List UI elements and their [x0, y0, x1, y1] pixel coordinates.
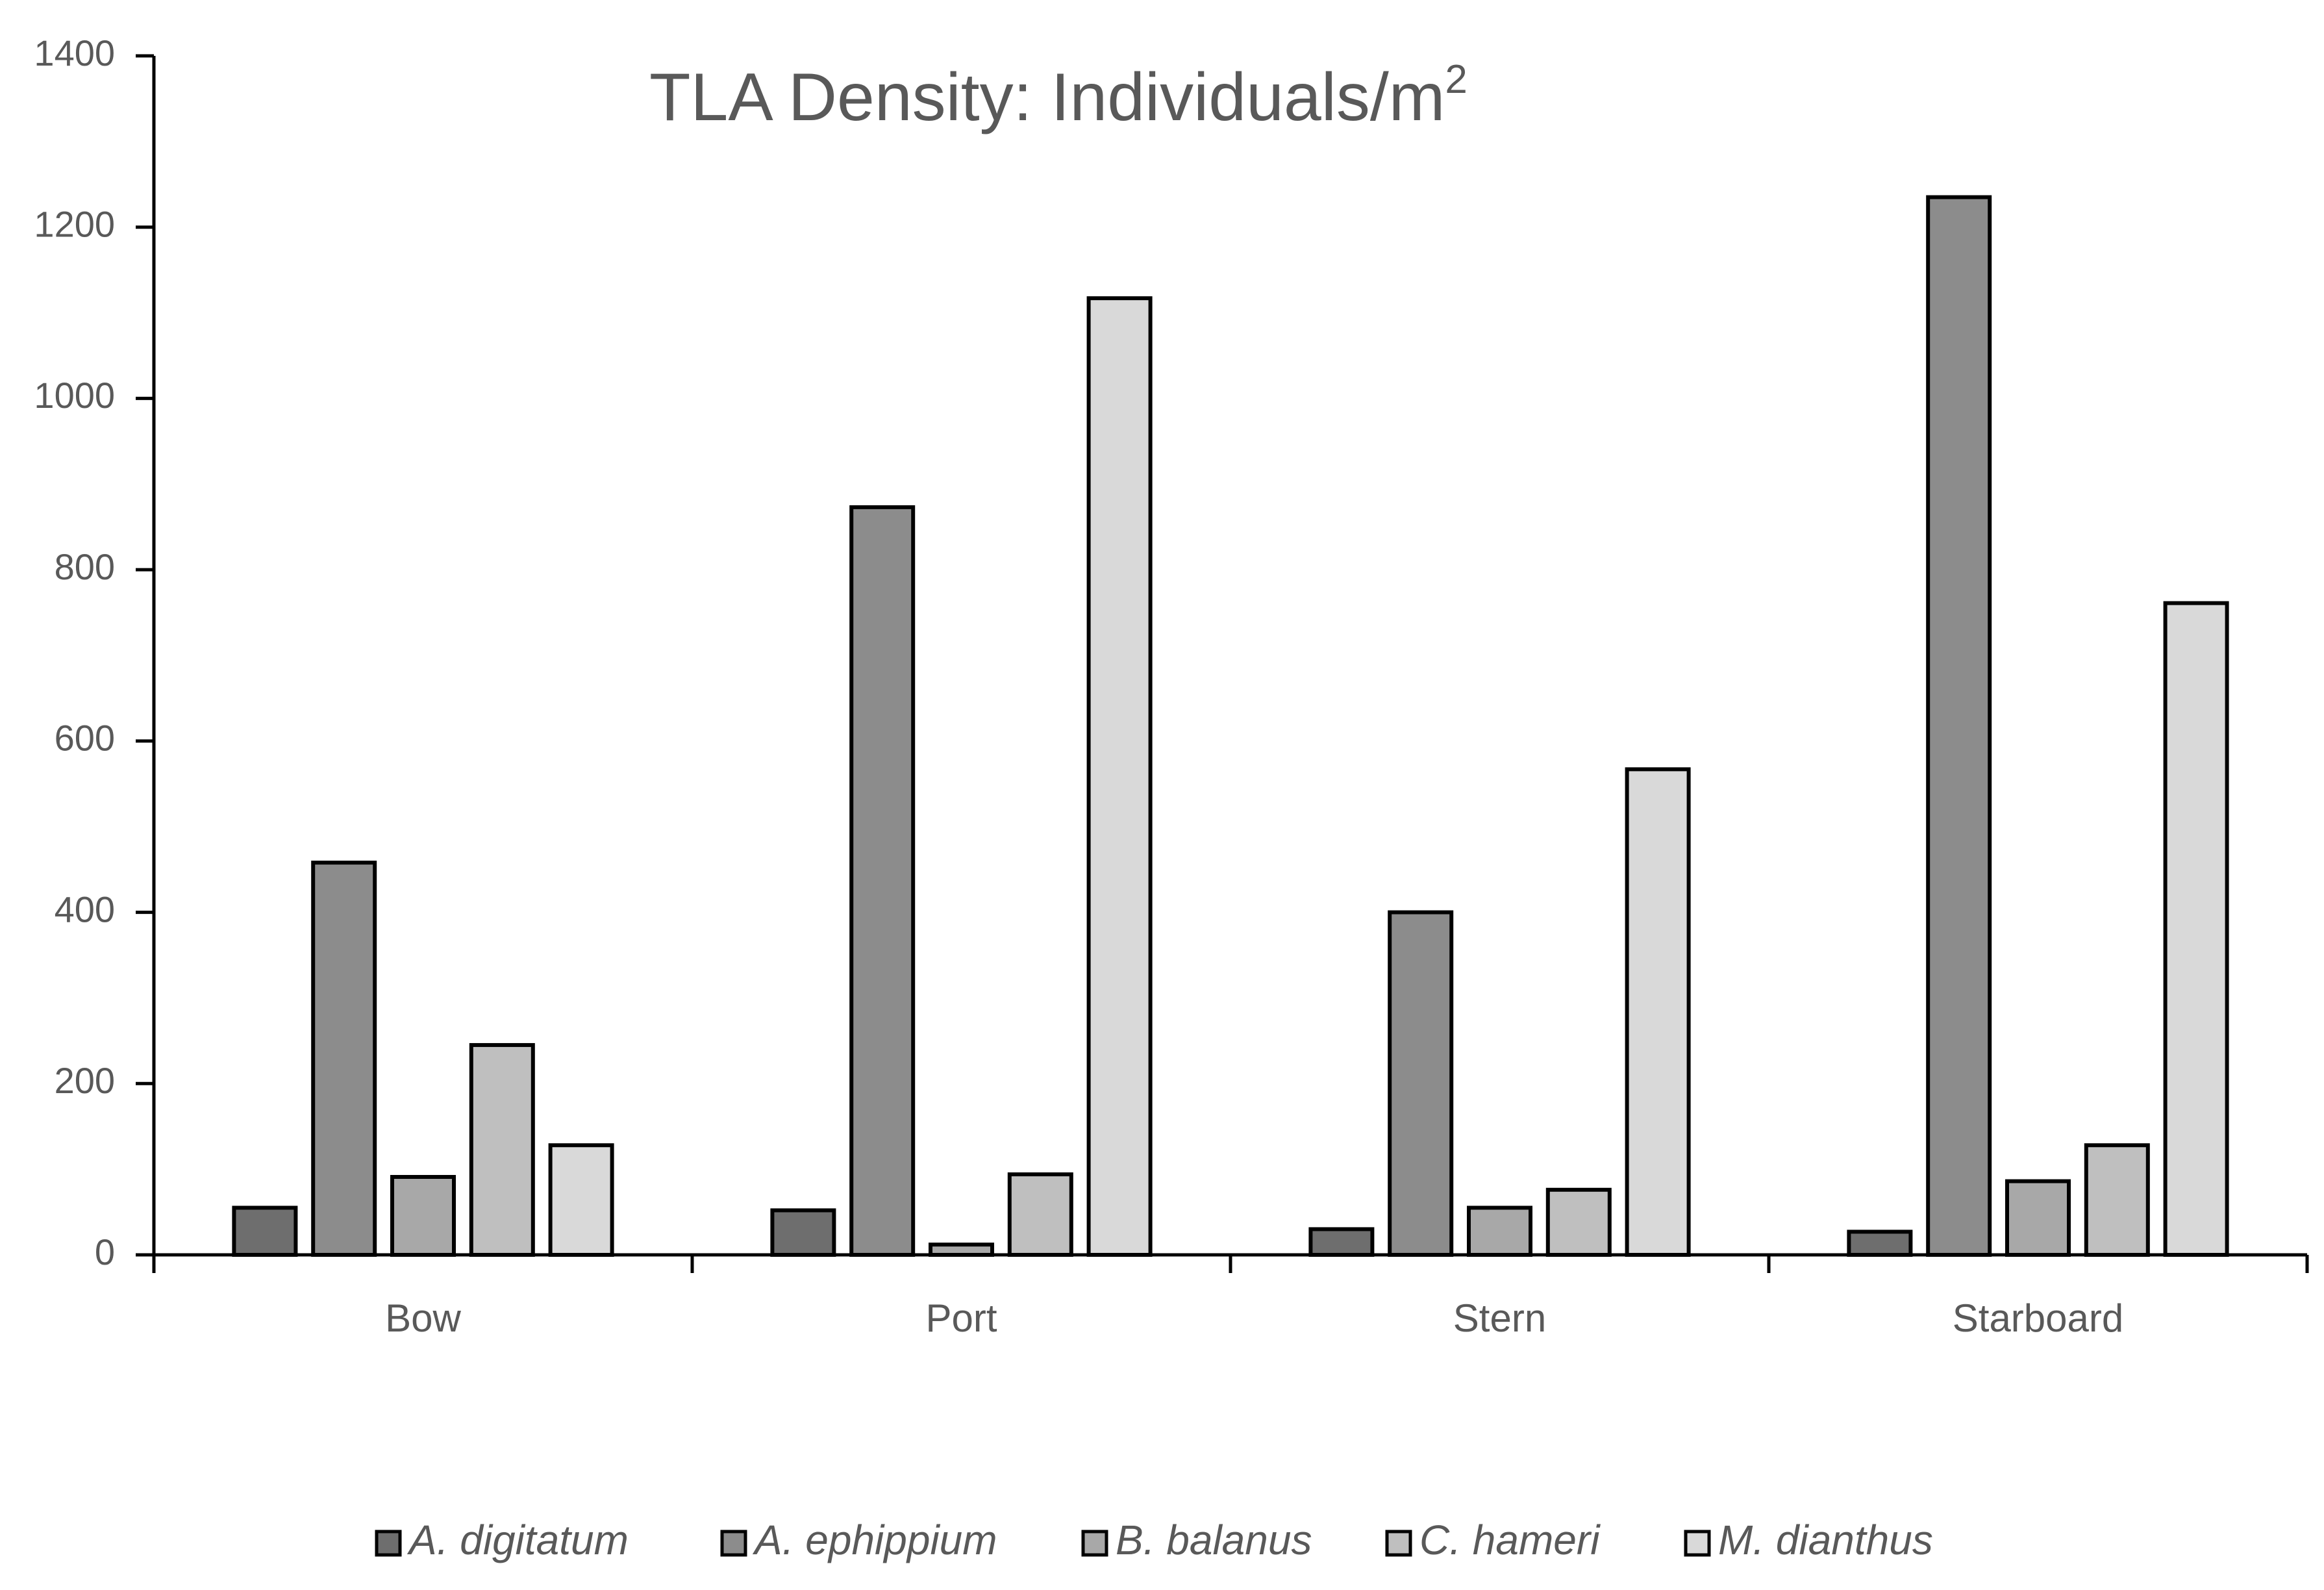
- x-category-label: Starboard: [1953, 1296, 2124, 1340]
- bar: [770, 1208, 836, 1257]
- bar: [1545, 1187, 1612, 1257]
- x-category-label: Stern: [1453, 1296, 1546, 1340]
- bar: [1388, 910, 1454, 1257]
- y-tick-label: 0: [95, 1231, 115, 1272]
- y-tick-label: 400: [55, 889, 115, 929]
- bar: [390, 1175, 456, 1257]
- legend-swatch: [375, 1530, 402, 1557]
- bar: [928, 1243, 995, 1257]
- x-category-label: Port: [925, 1296, 997, 1340]
- bar: [849, 505, 916, 1257]
- bar: [548, 1143, 614, 1257]
- legend-swatch: [1385, 1530, 1412, 1557]
- y-tick-label: 1200: [34, 204, 115, 245]
- y-tick-label: 200: [55, 1060, 115, 1101]
- legend: A. digitatum A. ephippium B. balanus C. ham…: [375, 1517, 1933, 1563]
- bar: [1847, 1230, 1913, 1257]
- chart-title-main: TLA Density: Individuals/m: [649, 60, 1445, 135]
- bar: [1086, 296, 1153, 1257]
- y-tick-label: 800: [55, 546, 115, 587]
- bar: [469, 1042, 535, 1257]
- bar: [1926, 195, 1992, 1257]
- bar: [311, 861, 377, 1257]
- bar: [1007, 1172, 1073, 1257]
- y-tick-label: 1400: [34, 32, 115, 73]
- legend-swatch: [1684, 1530, 1711, 1557]
- y-axis: 0 200 400 600 800 1000 1200 1400: [34, 32, 156, 1272]
- bar: [1625, 767, 1691, 1257]
- bar: [1466, 1205, 1533, 1257]
- legend-label: B. balanus: [1116, 1517, 1312, 1563]
- legend-swatch: [1081, 1530, 1108, 1557]
- x-axis: Bow Port Stern Starboard: [152, 1253, 2309, 1340]
- bar: [232, 1205, 298, 1257]
- bar: [2084, 1143, 2150, 1257]
- y-tick-label: 600: [55, 718, 115, 759]
- legend-swatch: [720, 1530, 747, 1557]
- chart-title: TLA Density: Individuals/m2: [649, 57, 1468, 135]
- legend-label: M. dianthus: [1718, 1517, 1933, 1563]
- bar: [2005, 1179, 2071, 1257]
- y-tick-label: 1000: [34, 375, 115, 416]
- legend-label: C. hameri: [1419, 1517, 1601, 1563]
- bar: [1308, 1227, 1375, 1257]
- x-category-label: Bow: [385, 1296, 461, 1340]
- bars: [232, 195, 2229, 1257]
- legend-label: A. ephippium: [752, 1517, 997, 1563]
- bar: [2163, 601, 2229, 1257]
- legend-label: A. digitatum: [406, 1517, 629, 1563]
- chart-title-superscript: 2: [1445, 57, 1467, 102]
